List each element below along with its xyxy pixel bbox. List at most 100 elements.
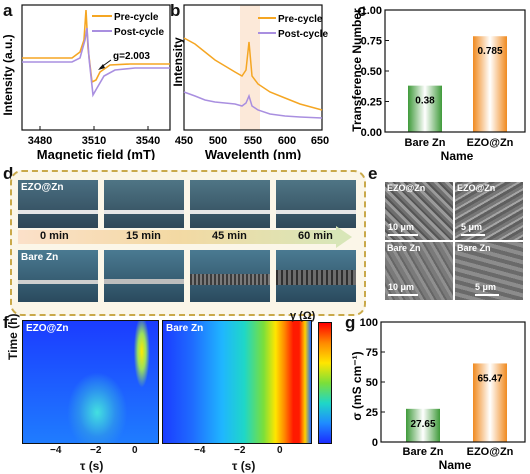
panel-label-a: a xyxy=(3,1,13,20)
time-label-15: 15 min xyxy=(126,230,161,242)
cond-category-label: Bare Zn xyxy=(403,446,444,458)
ezo-photo-45min xyxy=(190,180,270,228)
pl-xtick-label: 500 xyxy=(209,135,227,147)
tn-category-label: Bare Zn xyxy=(405,137,446,149)
epr-xtick-label: 3540 xyxy=(136,135,160,147)
drt-xtick-label: 0 xyxy=(277,445,283,456)
epr-annotation: g=2.003 xyxy=(113,51,150,62)
colorbar xyxy=(318,322,332,444)
bar-ezo-zn xyxy=(473,36,507,133)
drt-ylabel: Time (h) xyxy=(6,313,20,360)
bar-value-label: 65.47 xyxy=(477,373,502,384)
drt-xtick-label: −4 xyxy=(194,445,206,456)
sem-scale-bar xyxy=(388,234,418,236)
bar-value-label: 27.65 xyxy=(410,419,435,430)
pl-axes xyxy=(183,4,323,131)
ytick-label: 100 xyxy=(360,317,378,329)
sem-scale-label: 10 μm xyxy=(388,282,415,292)
epr-post-cycle-line xyxy=(22,27,170,98)
ytick-label: 0.25 xyxy=(361,97,382,109)
drt-xlabel-2: τ (s) xyxy=(232,459,256,473)
drt-map-bare: Bare Zn xyxy=(162,320,312,444)
epr-xtick-label: 3510 xyxy=(82,135,106,147)
drt-xtick-label: 0 xyxy=(132,445,138,456)
drt-xtick-label: −2 xyxy=(234,445,246,456)
time-label-0: 0 min xyxy=(40,230,69,242)
tn-bars: 0.38 0.785 xyxy=(408,36,507,133)
panel-label-c: c xyxy=(357,1,367,20)
epr-legend-post: Post-cycle xyxy=(114,27,164,38)
tn-xlabel: Name xyxy=(441,149,474,162)
pl-ylabel: Intensity xyxy=(171,37,185,87)
d-row2-label: Bare Zn xyxy=(21,252,59,263)
sem-scale-label: 5 μm xyxy=(461,222,483,232)
sem-label: Bare Zn xyxy=(457,243,491,253)
bar-value-label: 0.38 xyxy=(415,96,435,107)
sem-scale-label: 10 μm xyxy=(388,222,415,232)
sem-scale-bar xyxy=(461,234,485,236)
d-row1-label: EZO@Zn xyxy=(21,182,64,193)
pl-legend-pre: Pre-cycle xyxy=(278,14,323,25)
sem-scale-label: 5 μm xyxy=(475,282,497,292)
pl-highlight-band xyxy=(240,5,260,130)
pl-post-cycle-line xyxy=(183,91,323,119)
time-label-45: 45 min xyxy=(212,230,247,242)
ezo-electrode-strip xyxy=(276,210,356,214)
tn-category-label: EZO@Zn xyxy=(467,137,514,149)
bar-bare-zn xyxy=(408,85,442,132)
sem-label: EZO@Zn xyxy=(457,183,496,193)
sem-bare-5um: Bare Zn 5 μm xyxy=(455,242,523,300)
ytick-label: 75 xyxy=(366,347,378,359)
ytick-label: 0 xyxy=(372,437,378,449)
panel-label-f: f xyxy=(3,313,9,332)
sem-label: Bare Zn xyxy=(387,243,421,253)
drt-xtick-label: −4 xyxy=(50,445,62,456)
sem-label: EZO@Zn xyxy=(387,183,426,193)
sem-bare-10um: Bare Zn 10 μm xyxy=(385,242,453,300)
pl-legend-post: Post-cycle xyxy=(278,29,328,40)
bare-dendrite-layer xyxy=(190,274,270,285)
epr-xtick-label: 3480 xyxy=(28,135,52,147)
transference-chart: Transference Number 0.380.785 0.00 0.25 0.… xyxy=(350,5,526,162)
bare-photo-0min: Bare Zn xyxy=(18,250,98,302)
time-arrow-bar xyxy=(18,230,336,244)
time-arrow-head xyxy=(336,226,352,248)
tn-ylabel: Transference Number xyxy=(350,8,364,132)
cond-yticks: 0 25 50 75 100 xyxy=(360,317,385,449)
cond-bars: 27.65 65.47 xyxy=(406,363,507,442)
drt-map-ezo: EZO@Zn xyxy=(22,320,159,444)
ezo-photo-15min xyxy=(104,180,184,228)
ytick-label: 1.00 xyxy=(361,5,382,17)
ezo-electrode-strip xyxy=(104,210,184,214)
sem-scale-bar xyxy=(475,294,499,296)
conductivity-chart: σ (mS cm⁻¹) 27.65 65.47 0 25 50 75 100 Bare Z… xyxy=(350,317,526,472)
time-label-60: 60 min xyxy=(298,230,333,242)
pl-xtick-label: 650 xyxy=(311,135,329,147)
ytick-label: 25 xyxy=(366,407,378,419)
cond-category-label: EZO@Zn xyxy=(467,446,514,458)
epr-xlabel: Magnetic field (mT) xyxy=(37,147,155,160)
cond-xlabel: Name xyxy=(439,458,472,472)
bare-photo-45min xyxy=(190,250,270,302)
epr-annotation-arrowhead xyxy=(98,64,105,70)
ytick-label: 50 xyxy=(366,377,378,389)
panel-label-g: g xyxy=(345,313,356,332)
epr-ylabel: Intensity (a.u.) xyxy=(1,34,15,115)
panel-label-e: e xyxy=(368,164,378,183)
ezo-electrode-strip xyxy=(190,210,270,214)
colorbar-label: γ (Ω) xyxy=(290,310,316,322)
drt-map-bare-label: Bare Zn xyxy=(166,323,204,334)
drt-xticks: −4 −2 0 −4 −2 0 xyxy=(22,445,310,457)
ytick-label: 0.50 xyxy=(361,66,382,78)
bare-dendrite-layer xyxy=(276,270,356,285)
epr-legend-pre: Pre-cycle xyxy=(114,12,159,23)
pl-xlabel: Wavelenth (nm) xyxy=(205,147,301,160)
drt-xlabel-1: τ (s) xyxy=(80,459,104,473)
ezo-photo-60min xyxy=(276,180,356,228)
ezo-photo-0min: EZO@Zn xyxy=(18,180,98,228)
ytick-label: 0.00 xyxy=(361,127,382,139)
epr-chart: Intensity (a.u.) Pre-cycle Post-cycle g=… xyxy=(1,4,171,160)
pl-chart: Intensity Pre-cycle Post-cycle 450 500 5… xyxy=(171,4,329,160)
bar-ezo-zn xyxy=(473,363,507,442)
pl-xtick-label: 450 xyxy=(175,135,193,147)
